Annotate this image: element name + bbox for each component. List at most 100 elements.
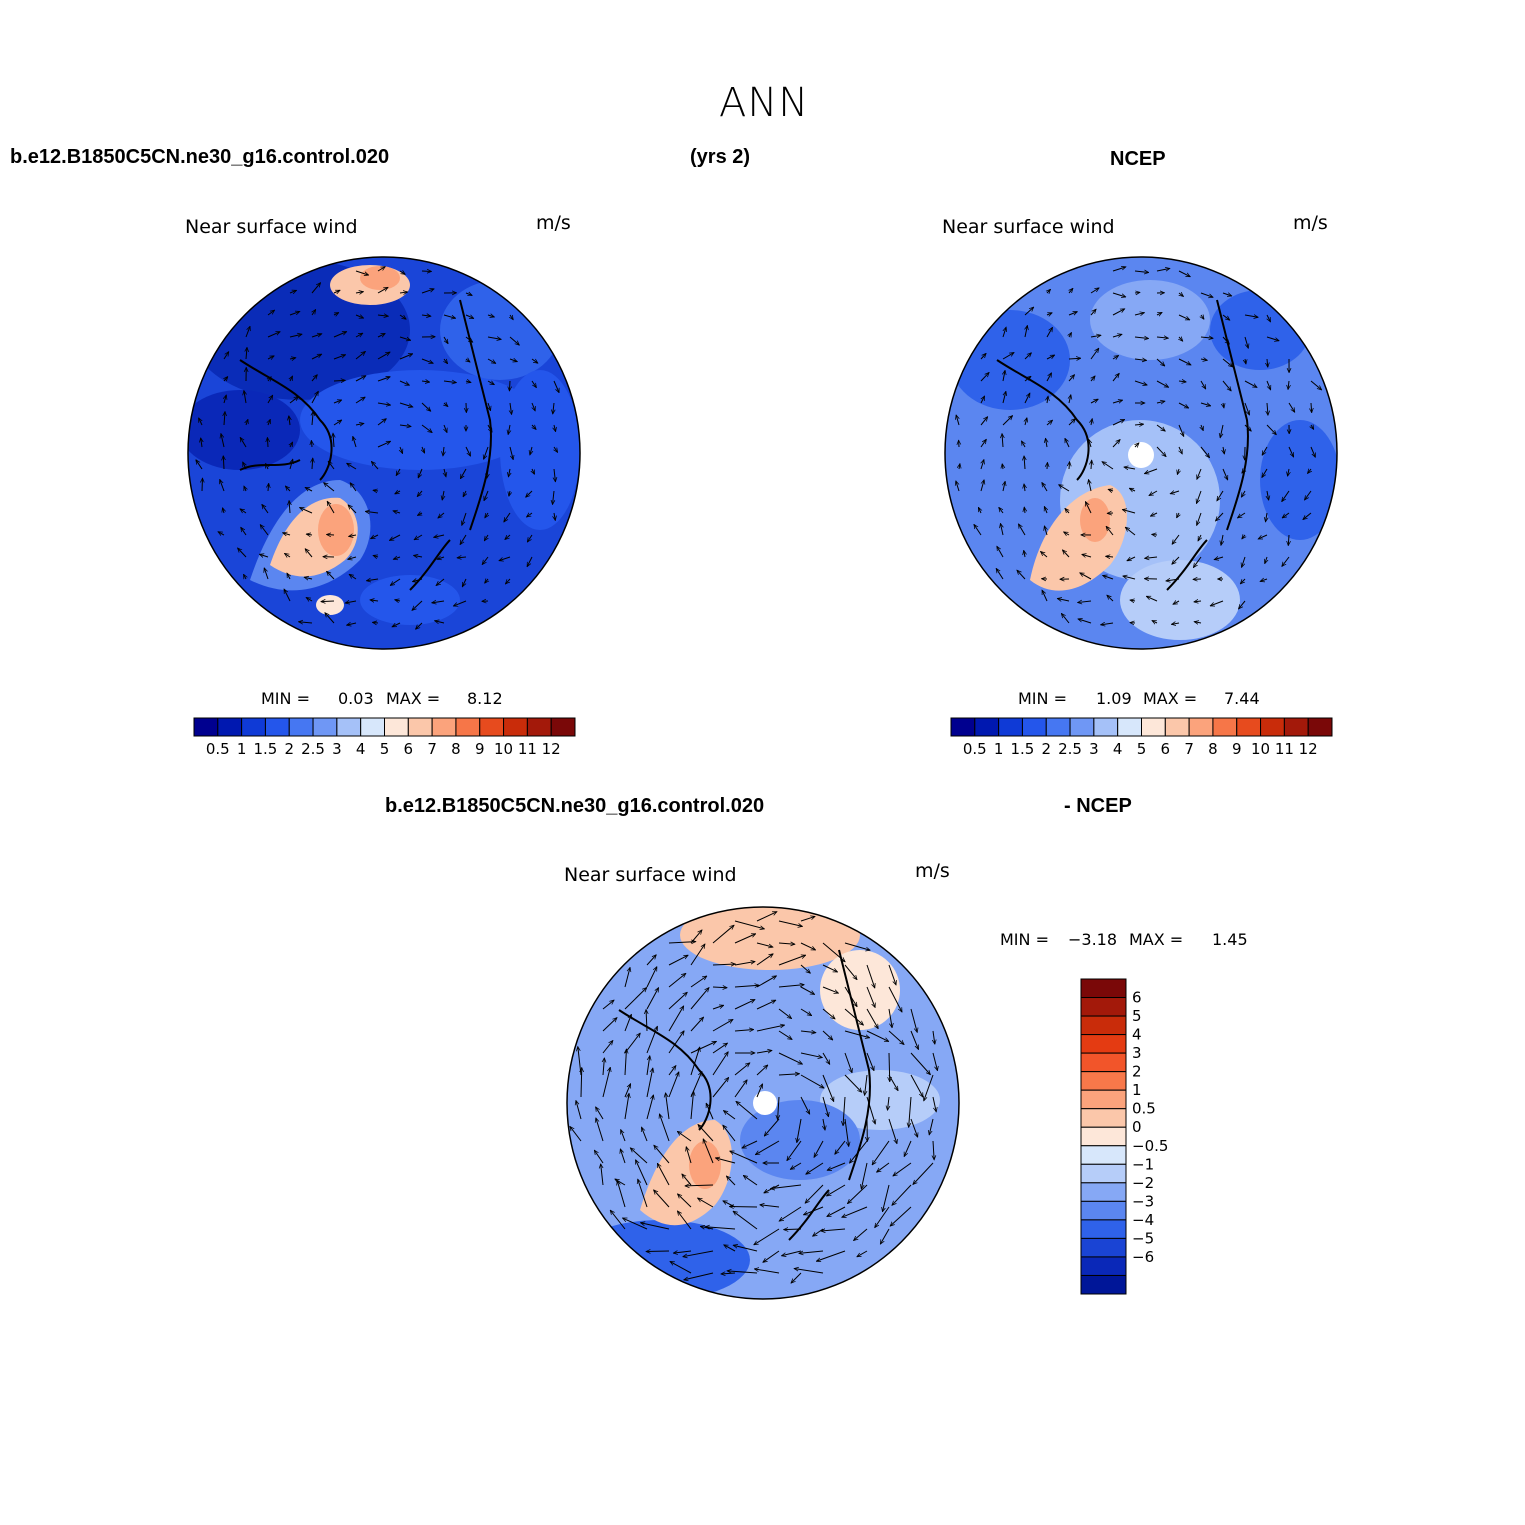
wind-vector — [442, 490, 444, 500]
colorbar-swatch — [1260, 717, 1285, 737]
wind-vector — [286, 573, 290, 580]
wind-vector — [827, 1206, 846, 1218]
wind-vector — [1262, 468, 1268, 477]
wind-vector — [723, 1111, 736, 1120]
wind-vector — [290, 459, 293, 470]
colorbar-tick-label: 1.5 — [1011, 740, 1035, 758]
wind-vector — [1002, 327, 1006, 338]
wind-vector — [823, 1118, 825, 1130]
wind-vector — [1267, 490, 1269, 500]
wind-vector — [355, 270, 369, 275]
wind-vector — [1047, 289, 1051, 293]
wind-vector — [956, 415, 959, 426]
wind-vector — [355, 423, 364, 425]
wind-vector — [1266, 424, 1276, 435]
wind-vector — [466, 359, 470, 362]
wind-vector — [981, 460, 984, 470]
wind-vector — [581, 1068, 582, 1098]
wind-vector — [532, 402, 535, 411]
obs-min-value: 1.09 — [1096, 689, 1132, 708]
wind-vector — [509, 380, 510, 391]
wind-vector — [509, 359, 517, 362]
wind-vector — [285, 486, 291, 492]
diff-wind-vectors — [570, 911, 938, 1283]
colorbar-swatch — [241, 717, 266, 737]
wind-vector — [910, 1030, 918, 1049]
wind-vector — [646, 1010, 647, 1032]
wind-vector — [624, 987, 647, 1010]
colorbar-tick-label: 2 — [1132, 1063, 1142, 1081]
wind-vector — [531, 380, 536, 388]
wind-vector — [733, 1211, 758, 1230]
wind-vector — [377, 287, 388, 294]
wind-vector — [267, 355, 274, 359]
wind-vector — [638, 1179, 648, 1208]
wind-vector — [1242, 556, 1246, 567]
colorbar-swatch — [1080, 1034, 1127, 1054]
wind-vector — [396, 468, 401, 476]
colorbar-tick-label: 8 — [451, 740, 461, 758]
colorbar-swatch — [1236, 717, 1262, 737]
wind-vector — [646, 955, 656, 966]
wind-vector — [621, 1130, 626, 1142]
wind-vector — [755, 1140, 780, 1155]
wind-vector — [1223, 402, 1224, 408]
obs-colorbar: 0.5 1 1.5 2 2.5 3 4 5 6 7 8 9 10 11 12 — [950, 717, 1333, 758]
wind-vector — [715, 1158, 736, 1164]
colorbar-tick-label: 3 — [1132, 1044, 1142, 1062]
wind-vector — [734, 933, 756, 944]
wind-vector — [267, 310, 275, 316]
wind-vector — [465, 315, 474, 319]
wind-vector — [417, 490, 423, 497]
wind-vector — [400, 446, 403, 454]
wind-vector — [686, 1147, 692, 1164]
wind-vector — [712, 925, 734, 944]
wind-vector — [465, 381, 471, 382]
colorbar-swatch — [1307, 717, 1333, 737]
wind-vector — [1088, 480, 1091, 492]
wind-vector — [673, 1251, 692, 1253]
wind-vector — [289, 501, 290, 514]
wind-vector — [421, 289, 434, 294]
wind-vector — [333, 380, 345, 381]
wind-vector — [806, 1162, 824, 1174]
wind-vector — [304, 577, 313, 579]
wind-vector — [508, 424, 510, 434]
wind-vector — [624, 1014, 631, 1032]
colorbar-swatch — [1069, 717, 1095, 737]
wind-vector — [348, 557, 357, 559]
wind-vector — [312, 458, 313, 470]
wind-vector — [443, 381, 456, 383]
wind-vector — [1265, 512, 1267, 522]
wind-vector — [284, 553, 291, 557]
wind-vector — [668, 973, 686, 988]
colorbar-swatch — [193, 717, 219, 737]
wind-vector — [866, 1030, 889, 1042]
wind-vector — [1216, 512, 1224, 521]
colorbar-tick-label: −4 — [1132, 1211, 1154, 1229]
wind-vector — [399, 402, 413, 407]
wind-vector — [1244, 315, 1258, 317]
case-name-header: b.e12.B1850C5CN.ne30_g16.control.020 — [10, 146, 390, 168]
wind-vector — [350, 483, 357, 492]
wind-vector — [576, 1100, 582, 1120]
wind-vector — [1069, 462, 1070, 470]
wind-vector — [1242, 535, 1245, 539]
wind-vector — [778, 1052, 802, 1065]
wind-vector — [690, 1091, 694, 1120]
wind-vector — [1178, 358, 1191, 366]
wind-vector — [399, 425, 411, 427]
wind-vector — [1068, 312, 1077, 316]
wind-vector — [1221, 534, 1223, 545]
wind-vector — [333, 355, 346, 360]
wind-vector — [347, 623, 357, 625]
obs-max-label: MAX = — [1143, 689, 1198, 708]
wind-vector — [742, 1140, 758, 1149]
wind-vector — [1200, 359, 1207, 360]
wind-vector — [240, 509, 247, 514]
wind-vector — [345, 601, 357, 603]
wind-vector — [827, 1184, 846, 1196]
colorbar-swatch — [1164, 717, 1190, 737]
colorbar-swatch — [1021, 717, 1047, 737]
